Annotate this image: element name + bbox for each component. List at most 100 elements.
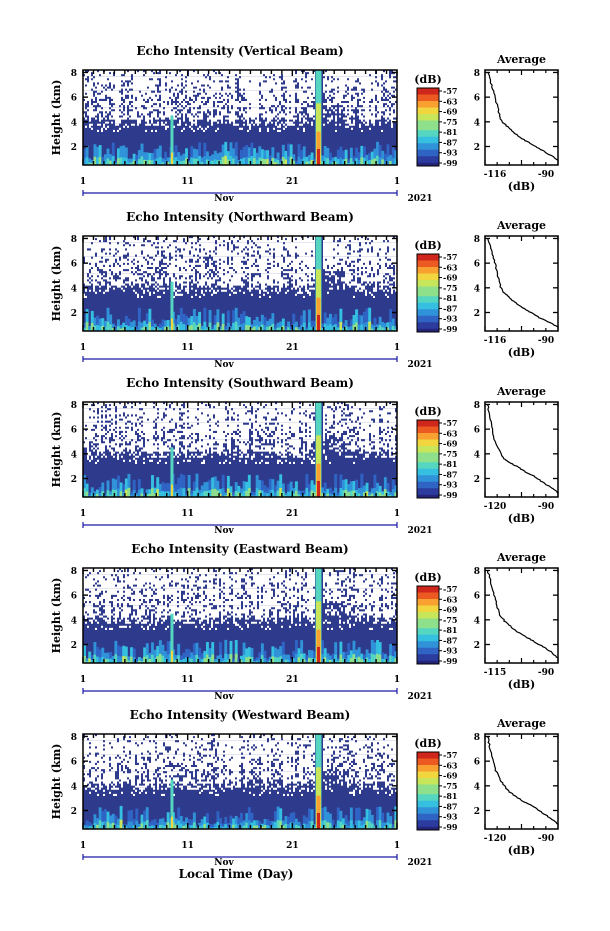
surface-echo <box>83 827 86 829</box>
low-echo-column <box>90 310 94 331</box>
surface-echo <box>101 491 105 497</box>
surface-echo <box>226 659 230 663</box>
profile-y-tick-label: 4 <box>474 118 480 128</box>
surface-echo <box>347 825 351 829</box>
surface-echo <box>245 657 249 663</box>
x-tick-label: 1 <box>80 177 86 187</box>
colorbar-segment <box>417 426 439 431</box>
low-echo-column <box>88 822 92 829</box>
low-echo-column <box>302 146 306 165</box>
surface-echo <box>130 494 134 497</box>
y-axis-label: Height (km) <box>50 246 63 322</box>
colorbar-tick-label: -93 <box>443 480 458 490</box>
surface-echo <box>132 326 136 331</box>
surface-echo <box>151 825 154 829</box>
surface-echo <box>122 327 126 331</box>
surface-echo <box>302 659 306 663</box>
x-tick-label: 1 <box>80 509 86 519</box>
low-echo-column <box>258 652 262 663</box>
low-echo-column <box>370 151 374 165</box>
low-echo-column <box>352 480 356 497</box>
surface-echo <box>284 495 288 497</box>
profile-x-tick-label: -90 <box>538 502 554 512</box>
low-echo-column <box>300 640 304 663</box>
profile-x-tick-label: -90 <box>538 834 554 844</box>
low-echo-column <box>119 324 123 331</box>
low-echo-column <box>279 808 283 829</box>
surface-echo <box>331 659 335 663</box>
surface-echo <box>276 820 280 829</box>
colorbar-segment <box>417 807 439 811</box>
surface-echo <box>190 157 194 165</box>
surface-echo <box>255 660 259 663</box>
surface-echo <box>177 820 181 829</box>
surface-echo <box>106 490 110 497</box>
low-echo-column <box>287 654 291 663</box>
low-echo-column <box>266 658 270 663</box>
surface-echo <box>276 159 280 165</box>
surface-echo <box>237 824 241 829</box>
low-echo-column <box>103 493 107 497</box>
surface-echo <box>98 157 102 165</box>
low-echo-column <box>226 151 230 165</box>
low-echo-column <box>151 642 154 663</box>
surface-echo <box>250 657 254 663</box>
low-echo-column <box>292 487 296 497</box>
low-echo-column <box>187 160 191 165</box>
low-echo-column <box>368 652 372 663</box>
low-echo-column <box>182 313 186 331</box>
low-echo-column <box>198 142 202 165</box>
low-echo-column <box>308 649 311 663</box>
low-echo-column <box>328 813 332 829</box>
low-echo-column <box>247 647 251 663</box>
surface-echo <box>360 659 364 663</box>
y-axis-label: Height (km) <box>50 80 63 156</box>
profile-x-label: (dB) <box>508 512 535 525</box>
surface-echo <box>135 160 139 165</box>
x-axis-label: Local Time (Day) <box>179 867 294 881</box>
surface-echo <box>234 653 238 663</box>
low-echo-column <box>326 317 330 331</box>
surface-echo <box>376 328 379 331</box>
profile-x-label: (dB) <box>508 844 535 857</box>
surface-echo <box>111 328 115 331</box>
colorbar-tick-label: -81 <box>443 459 457 469</box>
low-echo-column <box>305 327 309 331</box>
low-echo-column <box>376 806 379 829</box>
surface-echo <box>161 824 165 829</box>
surface-echo <box>357 324 361 331</box>
low-echo-column <box>271 479 275 497</box>
surface-echo <box>247 157 251 165</box>
low-echo-column <box>195 473 199 497</box>
low-echo-column <box>376 141 379 165</box>
low-echo-column <box>130 321 134 331</box>
surface-echo <box>255 160 259 165</box>
surface-echo <box>268 825 272 829</box>
surface-echo <box>276 327 280 331</box>
y-tick-label: 4 <box>71 782 77 792</box>
surface-echo <box>117 488 120 497</box>
colorbar-segment <box>417 797 439 802</box>
surface-echo <box>90 827 94 829</box>
low-echo-column <box>135 659 139 663</box>
low-echo-column <box>195 149 199 165</box>
surface-echo <box>213 324 217 331</box>
precipitation-column-peak <box>317 480 320 497</box>
surface-echo <box>158 491 162 497</box>
colorbar-segment <box>417 595 439 600</box>
month-label: Nov <box>214 360 234 370</box>
low-echo-column <box>232 818 236 829</box>
low-echo-column <box>130 647 134 663</box>
low-echo-column <box>357 647 361 663</box>
colorbar-segment <box>417 761 439 766</box>
surface-echo <box>297 826 301 829</box>
low-echo-column <box>326 147 330 165</box>
low-echo-column <box>360 315 364 331</box>
colorbar-tick-label: -63 <box>443 594 458 604</box>
low-echo-column <box>266 819 270 829</box>
low-echo-column <box>216 309 220 331</box>
y-tick-label: 4 <box>71 450 77 460</box>
profile-x-tick-label: -120 <box>484 834 507 844</box>
profile-y-tick-label: 6 <box>474 592 480 602</box>
colorbar-segment <box>417 156 439 160</box>
